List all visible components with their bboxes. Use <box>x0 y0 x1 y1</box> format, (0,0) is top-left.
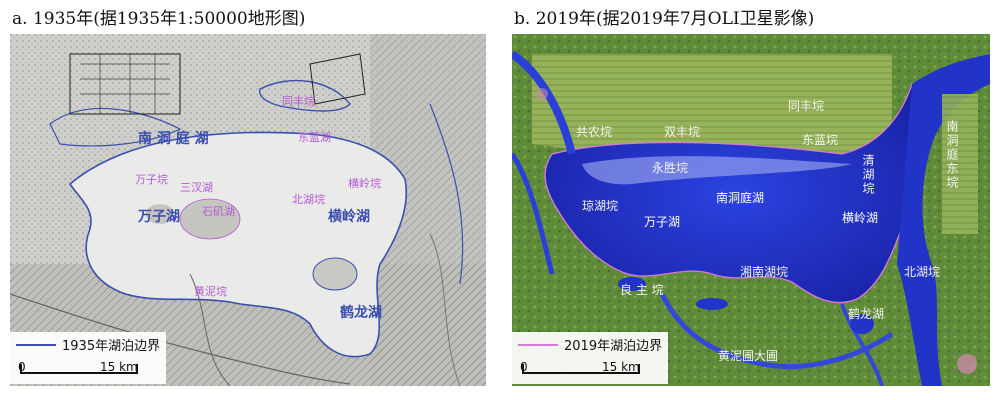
label-1935-hengling: 横岭湖 <box>328 209 370 225</box>
legend-2019-label: 2019年湖泊边界 <box>564 339 663 354</box>
legend-2019: 2019年湖泊边界 0 15 km <box>512 332 669 384</box>
map-1935: 南 洞 庭 湖 万子湖 横岭湖 鹤龙湖 同丰垸 东蓝湖 万子垸 三汊湖 石矶湖 … <box>10 34 486 386</box>
label-1935-small-7: 黄泥垸 <box>194 285 227 298</box>
label-2019-donglan: 东蓝垸 <box>802 133 839 147</box>
label-2019-tongfeng: 同丰垸 <box>788 99 825 113</box>
label-1935-dongting-south: 南 洞 庭 湖 <box>138 131 209 147</box>
label-1935-small-2: 万子垸 <box>135 173 168 186</box>
legend-1935-swatch <box>16 343 56 346</box>
label-2019-huangni: 黄泥圃大圃 <box>718 349 779 363</box>
panel-a-title: a. 1935年(据1935年1:50000地形图) <box>12 9 306 29</box>
label-2019-dongting-south: 南洞庭湖 <box>716 191 765 205</box>
scale-2019-end: 15 km <box>602 360 640 374</box>
label-1935-small-5: 横岭垸 <box>348 177 381 190</box>
legend-2019-swatch <box>518 343 558 346</box>
label-2019-helong: 鹤龙湖 <box>848 307 885 321</box>
scale-2019-start: 0 <box>520 360 528 374</box>
label-1935-small-1: 东蓝湖 <box>298 131 331 144</box>
label-1935-small-3: 三汊湖 <box>180 181 213 194</box>
map-1935-graphic <box>10 34 486 386</box>
label-2019-xianghu: 湘南湖垸 <box>740 265 789 279</box>
lake-1935-boundary <box>68 131 408 358</box>
label-2019-gongnong: 共农垸 <box>576 125 613 139</box>
scale-bar-2019: 0 15 km <box>518 358 658 382</box>
label-2019-shuangfeng: 双丰垸 <box>664 125 701 139</box>
label-1935-wanzi: 万子湖 <box>138 209 180 225</box>
label-2019-liangzhu: 良 主 垸 <box>620 283 664 297</box>
label-2019-wanzi: 万子湖 <box>644 215 681 229</box>
lake-2019-fill <box>545 84 924 303</box>
lake-1935-fill <box>70 132 407 357</box>
legend-1935-label: 1935年湖泊边界 <box>62 339 161 354</box>
label-1935-tongfeng: 同丰垸 <box>282 95 315 108</box>
label-2019-hengling: 横岭湖 <box>842 211 879 225</box>
map-2019-graphic <box>512 34 990 386</box>
scale-1935-start: 0 <box>18 360 26 374</box>
map-2019: 同丰垸 共农垸 双丰垸 东蓝垸 永胜垸 清湖垸 南洞庭湖 万子湖 横岭湖 湘南湖… <box>512 34 990 386</box>
label-1935-helong: 鹤龙湖 <box>340 305 382 321</box>
panel-b-title: b. 2019年(据2019年7月OLI卫星影像) <box>514 9 815 29</box>
legend-1935: 1935年湖泊边界 0 15 km <box>10 332 167 384</box>
label-1935-small-6: 北湖垸 <box>292 193 325 206</box>
label-2019-jinghu: 琼湖垸 <box>582 199 619 213</box>
label-2019-right-vertical: 南洞庭东垸 <box>945 120 959 190</box>
scale-bar-1935: 0 15 km <box>16 358 156 382</box>
label-1935-small-4: 石矶湖 <box>202 205 235 218</box>
label-2019-yongsheng: 永胜垸 <box>652 161 689 175</box>
label-2019-beihu: 北湖垸 <box>904 265 941 279</box>
label-2019-qinghu: 清湖垸 <box>861 154 875 196</box>
scale-1935-end: 15 km <box>100 360 138 374</box>
